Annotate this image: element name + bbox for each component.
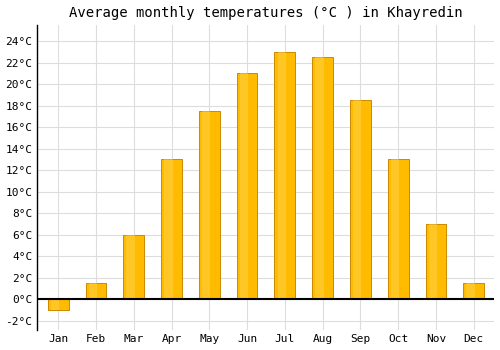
Bar	[51, 300, 59, 310]
Bar	[48, 300, 68, 310]
Bar	[126, 235, 135, 300]
Bar	[464, 283, 484, 300]
Bar	[274, 52, 295, 300]
Bar	[350, 100, 370, 300]
Bar	[426, 224, 446, 300]
Title: Average monthly temperatures (°C ) in Khayredin: Average monthly temperatures (°C ) in Kh…	[69, 6, 462, 20]
Bar	[353, 100, 362, 300]
Bar	[236, 74, 258, 300]
Bar	[164, 160, 172, 300]
Bar	[240, 74, 248, 300]
Bar	[312, 57, 333, 300]
Bar	[124, 235, 144, 300]
Bar	[316, 57, 324, 300]
Bar	[88, 283, 97, 300]
Bar	[428, 224, 437, 300]
Bar	[388, 160, 408, 300]
Bar	[278, 52, 286, 300]
Bar	[161, 160, 182, 300]
Bar	[202, 111, 210, 300]
Bar	[86, 283, 106, 300]
Bar	[391, 160, 399, 300]
Bar	[466, 283, 474, 300]
Bar	[199, 111, 220, 300]
